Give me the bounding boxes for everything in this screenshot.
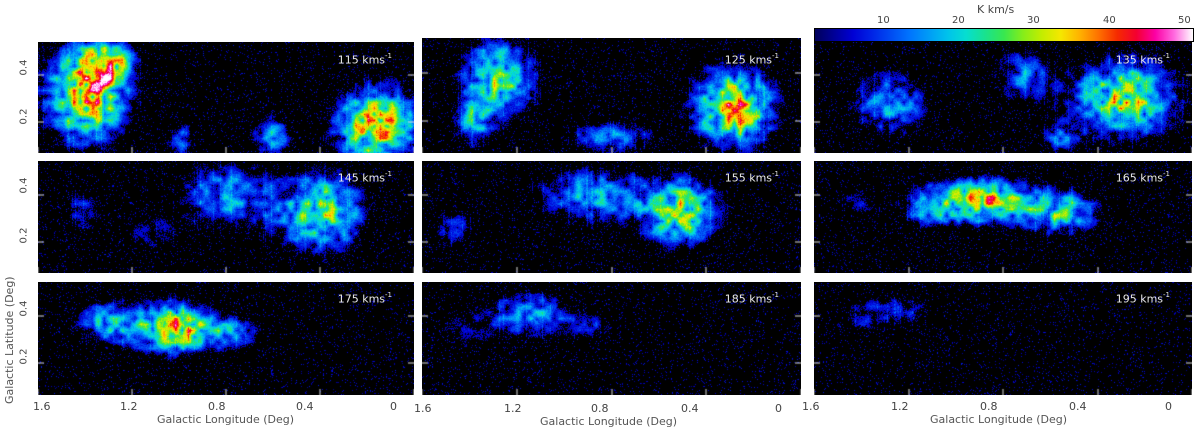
emission-map [814,161,1192,273]
x-tick-label: 1.2 [504,402,522,415]
channel-panel-115: 115 kms-1 [38,42,414,153]
x-tick-label: 0 [390,400,397,413]
x-tick-label: 0.8 [591,402,609,415]
velocity-label: 145 kms-1 [337,170,392,185]
emission-map [38,161,414,273]
velocity-label: 195 kms-1 [1115,291,1170,306]
velocity-label: 135 kms-1 [1115,52,1170,67]
x-tick-label: 1.2 [891,400,909,413]
x-tick-label: 0.4 [681,402,699,415]
emission-map [38,42,414,153]
velocity-label: 185 kms-1 [724,291,779,306]
colorbar-tick: 20 [952,15,965,26]
x-tick-label: 0.8 [980,400,998,413]
colorbar-unit: K km/s [977,3,1015,16]
channel-panel-195: 195 kms-1 [814,282,1192,395]
velocity-label: 155 kms-1 [724,170,779,185]
y-tick-label: 0.2 [18,108,30,125]
y-tick-label: 0.4 [18,300,30,317]
channel-panel-145: 145 kms-1 [38,161,414,273]
channel-panel-125: 125 kms-1 [422,38,801,153]
x-tick-label: 0.8 [208,400,226,413]
x-axis-label: Galactic Longitude (Deg) [157,413,295,426]
colorbar-tick: 50 [1178,15,1191,26]
velocity-label: 115 kms-1 [337,52,392,67]
x-tick-label: 0 [775,402,782,415]
x-tick-label: 1.6 [33,400,51,413]
emission-map [38,282,414,395]
x-tick-label: 0 [1165,400,1172,413]
velocity-label: 125 kms-1 [724,52,779,67]
colorbar-tick: 30 [1027,15,1040,26]
channel-panel-135: 135 kms-1 [814,42,1192,153]
y-axis-label: Galactic Latitude (Deg) [3,276,16,404]
velocity-label: 175 kms-1 [337,291,392,306]
colorbar-tick: 10 [877,15,890,26]
x-tick-label: 0.4 [1069,400,1087,413]
channel-panel-165: 165 kms-1 [814,161,1192,273]
x-tick-label: 1.6 [414,402,432,415]
x-tick-label: 1.6 [802,400,820,413]
channel-panel-175: 175 kms-1 [38,282,414,395]
y-tick-label: 0.2 [18,348,30,365]
colorbar-tick: 40 [1103,15,1116,26]
emission-map [814,282,1192,395]
emission-map [814,42,1192,153]
emission-map [422,161,801,273]
emission-map [422,38,801,153]
velocity-label: 165 kms-1 [1115,170,1170,185]
channel-panel-185: 185 kms-1 [422,282,801,395]
channel-panel-155: 155 kms-1 [422,161,801,273]
emission-map [422,282,801,395]
x-axis-label: Galactic Longitude (Deg) [930,413,1068,426]
y-tick-label: 0.4 [18,177,30,194]
x-tick-label: 0.4 [296,400,314,413]
x-tick-label: 1.2 [120,400,138,413]
y-tick-label: 0.4 [18,59,30,76]
colorbar [814,28,1194,42]
x-axis-label: Galactic Longitude (Deg) [540,415,678,428]
y-tick-label: 0.2 [18,227,30,244]
